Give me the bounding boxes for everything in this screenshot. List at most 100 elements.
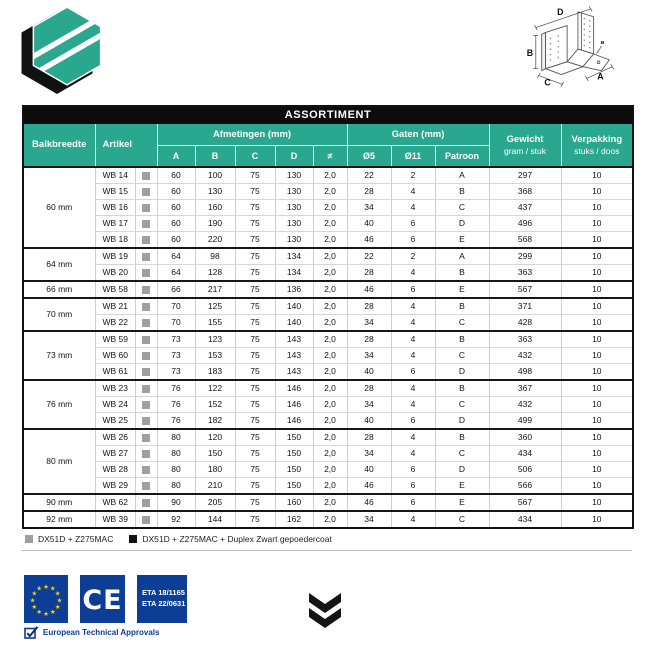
a-cell: 60: [156, 166, 196, 184]
table-row: WB 25 76 182 75 146 2,0 40 6 D 499 10: [23, 412, 634, 429]
material-swatch-cell: [134, 428, 158, 446]
gewicht-cell: 299: [488, 247, 562, 265]
gewicht-unit: gram / stuk: [503, 145, 547, 156]
verpakking-cell: 10: [560, 264, 634, 281]
gray-swatch-icon: [142, 449, 150, 458]
b-cell: 217: [194, 280, 236, 298]
c-cell: 75: [234, 363, 276, 380]
thickness-cell: 2,0: [312, 330, 348, 348]
eu-star-icon: ★: [55, 590, 61, 598]
o5-cell: 40: [346, 461, 392, 478]
c-cell: 75: [234, 428, 276, 446]
artikel-cell: WB 61: [94, 363, 136, 380]
a-cell: 92: [156, 510, 196, 528]
a-cell: 73: [156, 347, 196, 364]
verpakking-cell: 10: [560, 445, 634, 462]
table-row: WB 61 73 183 75 143 2,0 40 6 D 498 10: [23, 363, 634, 380]
gray-swatch-icon: [142, 416, 150, 425]
d-cell: 160: [274, 493, 314, 511]
o11-cell: 6: [390, 363, 436, 380]
table-title: ASSORTIMENT: [22, 105, 634, 124]
brand-logo-hexagon: [21, 7, 102, 94]
d-cell: 150: [274, 428, 314, 446]
a-cell: 70: [156, 297, 196, 315]
patroon-cell: E: [434, 493, 490, 511]
scroll-down-chevron-icon[interactable]: [306, 592, 344, 630]
table-row: WB 15 60 130 75 130 2,0 28 4 B 368 10: [23, 183, 634, 200]
table-row: 90 mm WB 62 90 205 75 160 2,0 46 6 E 567 10: [22, 493, 634, 511]
thickness-cell: 2,0: [312, 215, 348, 232]
a-cell: 80: [156, 477, 196, 494]
d-cell: 136: [274, 280, 314, 298]
gray-swatch-icon: [142, 219, 150, 228]
c-cell: 75: [234, 445, 276, 462]
a-cell: 90: [156, 493, 196, 511]
col-header-thickness: ≠: [312, 144, 348, 168]
gewicht-cell: 498: [488, 363, 562, 380]
gray-swatch-icon: [142, 465, 150, 474]
balkbreedte-cell: 66 mm: [22, 280, 96, 298]
ce-mark: CE: [80, 575, 125, 623]
a-cell: 64: [156, 247, 196, 265]
patroon-cell: D: [434, 363, 490, 380]
dim-label-diameter: ø: [601, 40, 605, 46]
col-header-c: C: [234, 144, 276, 168]
verpakking-cell: 10: [560, 231, 634, 248]
hanger-left-plate-face: [545, 25, 568, 70]
patroon-cell: B: [434, 297, 490, 315]
c-cell: 75: [234, 330, 276, 348]
c-cell: 75: [234, 264, 276, 281]
o5-cell: 46: [346, 280, 392, 298]
thickness-cell: 2,0: [312, 428, 348, 446]
gray-swatch-icon: [142, 335, 150, 344]
o11-cell: 6: [390, 477, 436, 494]
gray-swatch-icon: [142, 252, 150, 261]
b-cell: 155: [194, 314, 236, 331]
balkbreedte-cell: 80 mm: [22, 428, 96, 494]
gray-swatch-icon: [142, 268, 150, 277]
material-swatch-cell: [134, 264, 158, 281]
black-swatch-icon: [129, 535, 138, 543]
gray-swatch-icon: [142, 235, 150, 244]
o11-cell: 4: [390, 264, 436, 281]
o5-cell: 34: [346, 314, 392, 331]
material-swatch-cell: [134, 231, 158, 248]
d-cell: 130: [274, 166, 314, 184]
c-cell: 75: [234, 231, 276, 248]
a-cell: 73: [156, 363, 196, 380]
b-cell: 98: [194, 247, 236, 265]
col-group-gaten: Gaten (mm): [346, 122, 490, 146]
legend-label-coated: DX51D + Z275MAC + Duplex Zwart gepoederc…: [142, 534, 332, 544]
material-swatch-cell: [134, 247, 158, 265]
col-header-verpakking: Verpakking stuks / doos: [560, 122, 634, 168]
o5-cell: 34: [346, 510, 392, 528]
material-swatch-cell: [134, 314, 158, 331]
o5-cell: 46: [346, 477, 392, 494]
material-swatch-cell: [134, 412, 158, 429]
col-header-a: A: [156, 144, 196, 168]
material-legend: DX51D + Z275MAC DX51D + Z275MAC + Duplex…: [22, 529, 632, 551]
patroon-cell: C: [434, 199, 490, 216]
b-cell: 122: [194, 379, 236, 397]
gewicht-cell: 432: [488, 347, 562, 364]
gewicht-cell: 363: [488, 330, 562, 348]
patroon-cell: C: [434, 510, 490, 528]
artikel-cell: WB 26: [94, 428, 136, 446]
b-cell: 144: [194, 510, 236, 528]
gray-swatch-icon: [142, 318, 150, 327]
balkbreedte-cell: 64 mm: [22, 247, 96, 281]
col-header-balkbreedte: Balkbreedte: [22, 122, 96, 168]
d-cell: 146: [274, 396, 314, 413]
verpakking-cell: 10: [560, 510, 634, 528]
verpakking-cell: 10: [560, 215, 634, 232]
c-cell: 75: [234, 379, 276, 397]
verpakking-cell: 10: [560, 396, 634, 413]
material-swatch-cell: [134, 510, 158, 528]
patroon-cell: B: [434, 379, 490, 397]
gray-swatch-icon: [142, 187, 150, 196]
a-cell: 70: [156, 314, 196, 331]
material-swatch-cell: [134, 493, 158, 511]
c-cell: 75: [234, 247, 276, 265]
a-cell: 64: [156, 264, 196, 281]
gray-swatch-icon: [142, 498, 150, 507]
